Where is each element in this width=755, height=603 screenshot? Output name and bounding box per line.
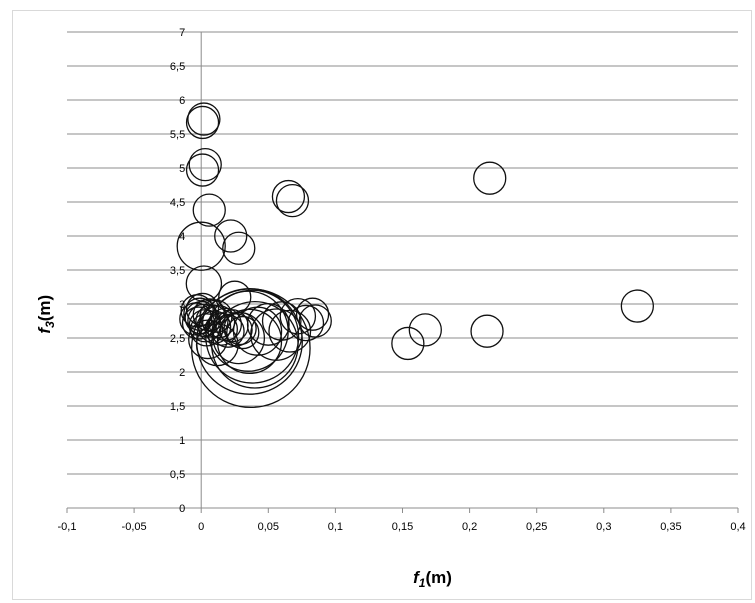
bubble bbox=[187, 102, 221, 136]
bubble bbox=[219, 313, 253, 347]
y-tick-label: 3,5 bbox=[170, 265, 185, 277]
x-tick-label: 0,35 bbox=[660, 521, 681, 533]
bubble bbox=[275, 183, 310, 218]
y-tick-label: 2 bbox=[179, 367, 185, 379]
bubble bbox=[295, 297, 330, 331]
x-axis-title-sub: 1 bbox=[419, 576, 426, 590]
bubble bbox=[222, 231, 256, 265]
y-axis-title-base: f bbox=[35, 326, 54, 334]
x-tick-label: 0,25 bbox=[526, 521, 547, 533]
bubble bbox=[298, 304, 332, 338]
y-tick-label: 4,5 bbox=[170, 197, 185, 209]
bubble bbox=[214, 219, 248, 253]
x-axis-title-base: f bbox=[413, 568, 421, 587]
bubble bbox=[620, 289, 654, 323]
y-axis-title-unit: (m) bbox=[35, 295, 54, 321]
bubble bbox=[195, 304, 229, 338]
x-tick-label: -0,05 bbox=[122, 521, 147, 533]
y-tick-label: 0 bbox=[179, 503, 185, 515]
bubble bbox=[408, 313, 442, 347]
y-tick-label: 1,5 bbox=[170, 401, 185, 413]
bubble bbox=[261, 301, 302, 341]
bubble bbox=[223, 311, 257, 346]
x-tick-label: 0,4 bbox=[730, 521, 745, 533]
bubble bbox=[179, 302, 213, 336]
x-tick-labels: -0,1 -0,05 0 0,05 0,1 0,15 0,2 0,25 0,3 0,35 0,4 bbox=[58, 521, 746, 533]
bubble bbox=[192, 193, 226, 227]
x-axis-title: f1(m) bbox=[413, 568, 452, 590]
y-tick-label: 2,5 bbox=[170, 333, 185, 345]
bubble bbox=[226, 315, 260, 350]
bubble bbox=[279, 297, 317, 335]
x-tick-label: 0,1 bbox=[328, 521, 343, 533]
x-tick-label: 0,15 bbox=[392, 521, 413, 533]
gridlines bbox=[67, 31, 738, 475]
x-tick-label: 0,2 bbox=[462, 521, 477, 533]
bubble bbox=[199, 299, 233, 333]
bubble bbox=[188, 147, 222, 182]
bubble bbox=[176, 221, 226, 271]
y-tick-label: 6,5 bbox=[170, 61, 185, 73]
y-tick-label: 1 bbox=[179, 435, 185, 447]
y-axis-title: f3(m) bbox=[35, 295, 57, 334]
chart-frame bbox=[12, 10, 752, 600]
bubble bbox=[287, 304, 325, 342]
x-tick-label: 0 bbox=[198, 521, 204, 533]
x-tick-label: 0,05 bbox=[258, 521, 279, 533]
y-tick-label: 5,5 bbox=[170, 129, 185, 141]
y-tick-label: 3 bbox=[179, 299, 185, 311]
bubble bbox=[391, 326, 425, 361]
y-tick-labels: 0 0,5 1 1,5 2 2,5 3 3,5 4 4,5 5 5,5 6 6,5 7 bbox=[170, 27, 185, 515]
y-tick-label: 6 bbox=[179, 95, 185, 107]
x-tick-label: 0,3 bbox=[596, 521, 611, 533]
bubble bbox=[470, 314, 504, 348]
y-tick-label: 4 bbox=[179, 231, 185, 243]
bubble bbox=[185, 153, 220, 187]
axes bbox=[66, 31, 739, 513]
x-tick-label: -0,1 bbox=[58, 521, 77, 533]
y-tick-label: 7 bbox=[179, 27, 185, 39]
y-tick-label: 0,5 bbox=[170, 469, 185, 481]
bubbles bbox=[176, 102, 654, 409]
bubble bbox=[271, 179, 306, 214]
bubble bbox=[473, 161, 507, 195]
y-axis-title-sub: 3 bbox=[43, 321, 57, 328]
y-tick-label: 5 bbox=[179, 163, 185, 175]
x-axis-title-unit: (m) bbox=[425, 568, 451, 587]
bubble bbox=[185, 105, 220, 140]
bubble bbox=[268, 309, 312, 353]
